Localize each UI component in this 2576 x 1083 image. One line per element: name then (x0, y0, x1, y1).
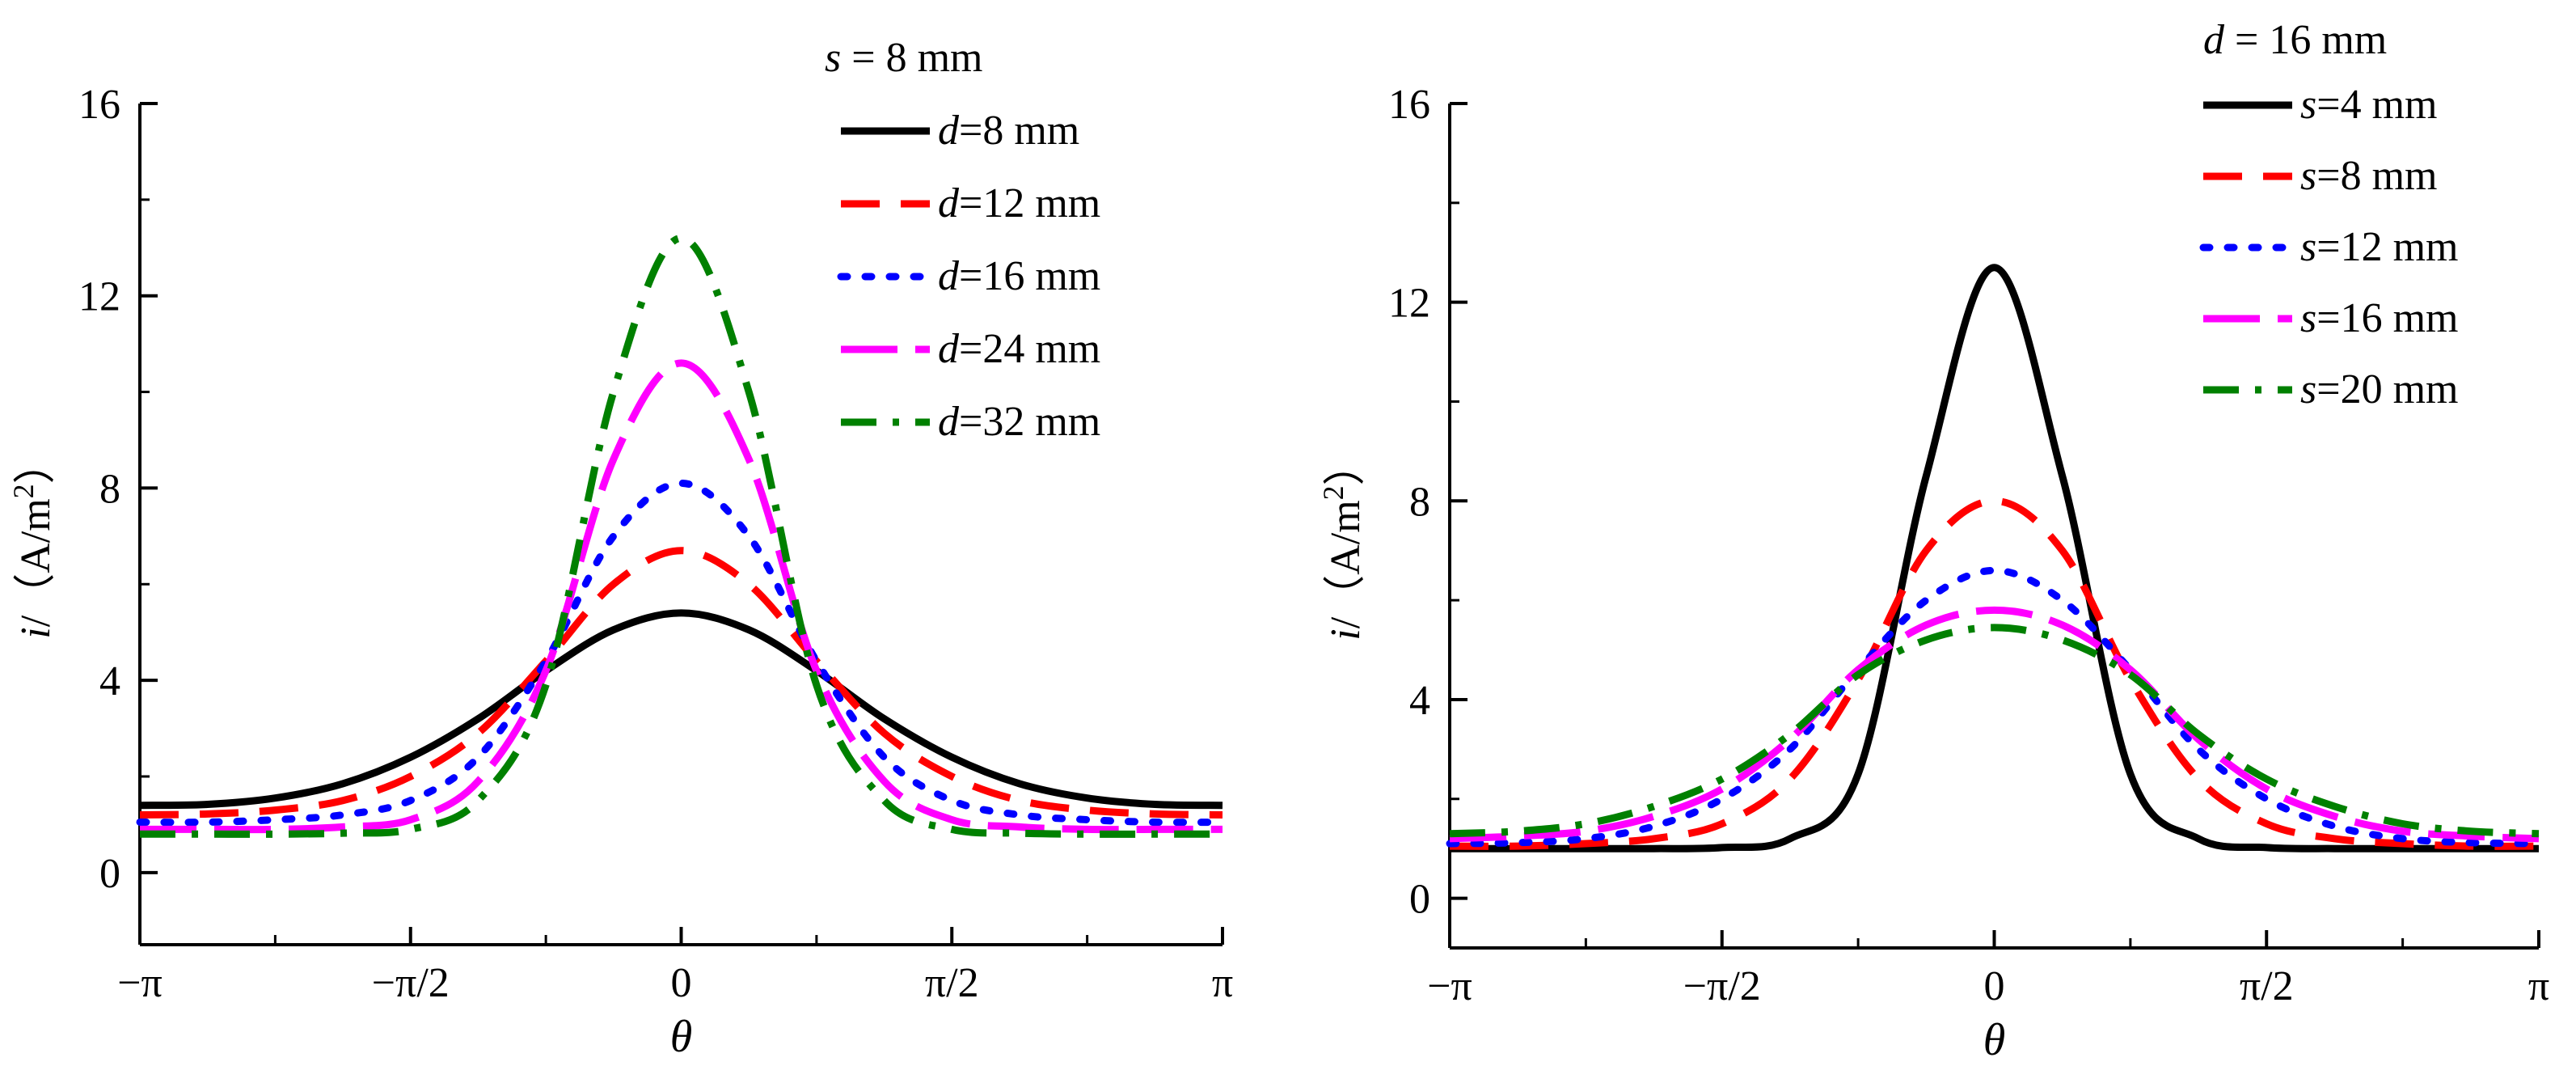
x-tick-label: 0 (1984, 963, 2005, 1009)
x-tick-label: π/2 (2240, 963, 2294, 1009)
y-tick-label: 4 (1409, 678, 1430, 724)
legend: s = 8 mm d=8 mm d=12 mm d=16 mm d=24 mm d=32 … (825, 35, 1100, 445)
legend-label-2: d=12 mm (938, 180, 1100, 226)
y-tick-label: 0 (99, 851, 120, 897)
legend-label-3: d=16 mm (938, 253, 1100, 299)
y-tick-label: 16 (78, 82, 120, 128)
series-line-2 (1449, 497, 2540, 850)
x-axis-title: θ (670, 1012, 693, 1062)
y-tick-label: 12 (1388, 281, 1430, 327)
y-axis-title: i/（A/m2） (1317, 443, 1369, 640)
y-tick-label: 0 (1409, 877, 1430, 923)
y-tick-label: 12 (78, 274, 120, 320)
legend-label-1: s=4 mm (2300, 82, 2437, 128)
series-line-4 (140, 359, 1223, 834)
x-tick-label: −π/2 (372, 960, 450, 1006)
legend: d = 16 mm s=4 mm s=8 mm s=12 mm s=16 mm s=20 … (2199, 17, 2458, 412)
y-tick-label: 16 (1388, 82, 1430, 128)
series-line-3 (136, 479, 1227, 827)
legend-label-2: s=8 mm (2300, 153, 2437, 199)
y-axis-var: i (13, 627, 59, 638)
series-line-2 (139, 547, 1223, 819)
series-line-3 (1446, 566, 2543, 848)
y-axis-unit-sup: 2 (7, 484, 40, 498)
y-axis-unit-sup: 2 (1317, 485, 1349, 500)
y-axis-var: i (1323, 628, 1369, 640)
chart-2: 0 4 8 12 16 −π −π/2 0 π/2 π θ i/（A/m2） d = 16 mm s=4 … (1317, 17, 2549, 1065)
x-tick-label: 0 (671, 960, 692, 1006)
legend-label-3: s=12 mm (2300, 224, 2458, 270)
legend-label-4: d=24 mm (938, 326, 1100, 372)
y-axis-unit-close: ） (1323, 443, 1369, 485)
y-tick-label: 4 (99, 658, 120, 704)
x-axis-title: θ (1983, 1015, 2006, 1065)
legend-label-1: d=8 mm (938, 108, 1079, 154)
series-line-1 (139, 609, 1223, 810)
x-tick-label: −π (1427, 963, 1472, 1009)
legend-title: s = 8 mm (825, 35, 982, 81)
x-tick-label: π (1212, 960, 1233, 1006)
legend-title: d = 16 mm (2203, 17, 2387, 63)
x-tick-label: π (2528, 963, 2549, 1009)
y-axis-title: i/（A/m2） (7, 442, 59, 638)
series-line-5 (1449, 624, 2540, 838)
y-axis-unit: /（A/m (1323, 500, 1369, 628)
legend-label-4: s=16 mm (2300, 295, 2458, 341)
x-tick-label: −π (117, 960, 163, 1006)
y-axis-unit: /（A/m (13, 498, 59, 627)
chart-1: 0 4 8 12 16 −π −π/2 0 π/2 π θ i/（A/m2） s = 8 mm d=8 m… (7, 35, 1233, 1062)
series-line-1 (1449, 264, 2539, 852)
y-axis-unit-close: ） (13, 442, 59, 484)
x-tick-label: −π/2 (1683, 963, 1761, 1009)
y-tick-label: 8 (1409, 479, 1430, 525)
y-tick-label: 8 (99, 466, 120, 512)
series-line-5 (140, 234, 1223, 838)
legend-label-5: s=20 mm (2300, 366, 2458, 412)
x-tick-label: π/2 (925, 960, 979, 1006)
series-line-4 (1449, 606, 2540, 843)
legend-label-5: d=32 mm (938, 399, 1100, 445)
